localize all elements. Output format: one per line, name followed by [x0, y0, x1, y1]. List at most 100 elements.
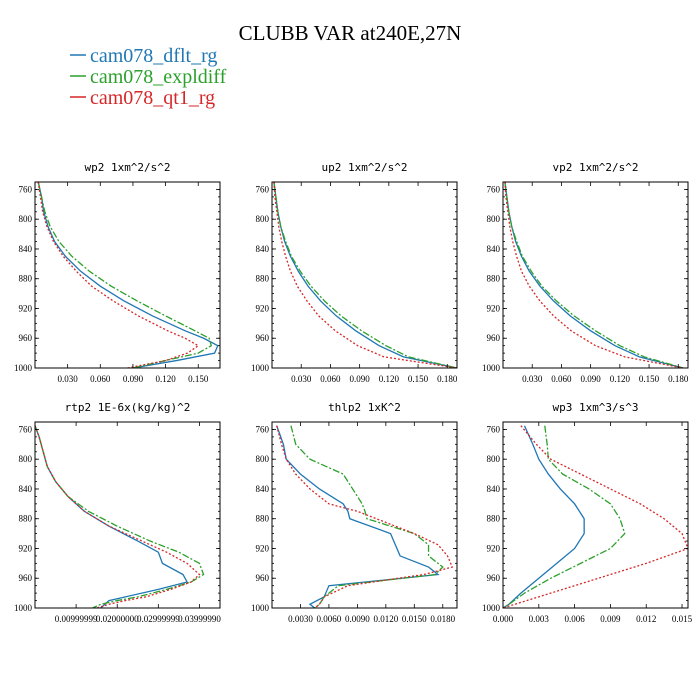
- y-tick-label: 760: [19, 184, 33, 194]
- x-tick-label: 0.0060: [317, 614, 342, 624]
- y-tick-label: 920: [487, 303, 501, 313]
- panel-frame: [271, 421, 458, 609]
- y-tick-label: 880: [256, 274, 270, 284]
- panel-title: vp2 1xm^2/s^2: [552, 161, 638, 174]
- series-line-cam078_dflt_rg: [35, 425, 189, 608]
- y-tick-label: 840: [487, 484, 501, 494]
- figure-title: CLUBB VAR at240E,27N: [239, 21, 462, 45]
- y-tick-label: 920: [19, 543, 33, 553]
- panel-title: up2 1xm^2/s^2: [321, 161, 407, 174]
- series-line-cam078_dflt_rg: [504, 182, 684, 368]
- x-tick-label: 0.000: [493, 614, 514, 624]
- series-line-cam078_expldiff: [503, 425, 626, 608]
- y-tick-label: 800: [256, 454, 270, 464]
- series-line-cam078_qt1_rg: [273, 182, 457, 368]
- x-tick-label: 0.02999999: [137, 614, 180, 624]
- x-tick-label: 0.090: [123, 374, 144, 384]
- x-tick-label: 0.120: [379, 374, 400, 384]
- panels: wp2 1xm^2/s^2 760 800 840 880 920 960 1000 0.030…: [14, 161, 693, 624]
- panel-4: rtp2 1E-6x(kg/kg)^2 760 800 840 880 920 960 100…: [14, 401, 221, 624]
- x-tick-label: 0.150: [639, 374, 660, 384]
- panel-frame: [271, 181, 458, 369]
- x-tick-label: 0.00999999: [55, 614, 98, 624]
- x-tick-label: 0.060: [551, 374, 572, 384]
- series-line-cam078_dflt_rg: [37, 182, 219, 368]
- y-tick-label: 880: [256, 514, 270, 524]
- y-tick-label: 760: [487, 424, 501, 434]
- y-tick-label: 960: [256, 333, 270, 343]
- series-line-cam078_expldiff: [35, 425, 205, 608]
- y-tick-label: 920: [256, 303, 270, 313]
- x-tick-label: 0.003: [529, 614, 550, 624]
- x-tick-label: 0.150: [188, 374, 209, 384]
- x-tick-label: 0.02000000: [96, 614, 139, 624]
- y-tick-label: 960: [487, 333, 501, 343]
- legend: cam078_dflt_rg cam078_expldiff cam078_qt…: [70, 45, 227, 109]
- panel-1: wp2 1xm^2/s^2 760 800 840 880 920 960 1000 0.030…: [14, 161, 221, 384]
- panel-title: thlp2 1xK^2: [328, 401, 401, 414]
- y-tick-label: 920: [19, 303, 33, 313]
- series-line-cam078_qt1_rg: [276, 425, 454, 608]
- series-line-cam078_expldiff: [290, 425, 444, 608]
- y-tick-label: 840: [256, 244, 270, 254]
- x-tick-label: 0.030: [522, 374, 543, 384]
- panel-title: wp3 1xm^3/s^3: [552, 401, 638, 414]
- panel-frame: [34, 421, 221, 609]
- panel-6: wp3 1xm^3/s^3 760 800 840 880 920 960 10000.000…: [482, 401, 693, 624]
- x-tick-label: 0.120: [610, 374, 631, 384]
- y-tick-label: 760: [487, 184, 501, 194]
- panel-2: up2 1xm^2/s^2 760 800 840 880 920 960 1000 0.030…: [251, 161, 458, 384]
- x-tick-label: 0.0120: [373, 614, 398, 624]
- x-tick-label: 0.030: [58, 374, 79, 384]
- series-line-cam078_dflt_rg: [503, 425, 585, 608]
- y-tick-label: 800: [487, 214, 501, 224]
- y-tick-label: 1000: [482, 603, 501, 613]
- x-tick-label: 0.006: [564, 614, 585, 624]
- y-tick-label: 1000: [482, 363, 501, 373]
- y-tick-label: 840: [256, 484, 270, 494]
- y-tick-label: 760: [256, 424, 270, 434]
- y-tick-label: 1000: [14, 363, 33, 373]
- x-tick-label: 0.0090: [345, 614, 370, 624]
- series-line-cam078_dflt_rg: [273, 182, 457, 368]
- x-tick-label: 0.150: [408, 374, 429, 384]
- legend-item-dflt: cam078_dflt_rg: [70, 45, 217, 67]
- y-tick-label: 960: [256, 573, 270, 583]
- series-line-cam078_dflt_rg: [276, 425, 440, 608]
- y-tick-label: 880: [487, 514, 501, 524]
- y-tick-label: 760: [256, 184, 270, 194]
- y-tick-label: 1000: [251, 603, 270, 613]
- y-tick-label: 880: [19, 274, 33, 284]
- y-tick-label: 920: [256, 543, 270, 553]
- legend-label-qt1: cam078_qt1_rg: [90, 87, 215, 109]
- x-tick-label: 0.0150: [402, 614, 427, 624]
- y-tick-label: 800: [256, 214, 270, 224]
- y-tick-label: 920: [487, 543, 501, 553]
- series-line-cam078_qt1_rg: [37, 182, 200, 368]
- y-tick-label: 760: [19, 424, 33, 434]
- x-tick-label: 0.0030: [288, 614, 313, 624]
- y-tick-label: 800: [19, 454, 33, 464]
- x-tick-label: 0.03999990: [178, 614, 221, 624]
- y-tick-label: 840: [19, 484, 33, 494]
- series-line-cam078_qt1_rg: [503, 425, 688, 608]
- series-line-cam078_expldiff: [37, 182, 213, 368]
- x-tick-label: 0.120: [155, 374, 176, 384]
- y-tick-label: 1000: [251, 363, 270, 373]
- series-line-cam078_qt1_rg: [504, 182, 684, 368]
- panel-title: rtp2 1E-6x(kg/kg)^2: [65, 401, 191, 414]
- y-tick-label: 880: [487, 274, 501, 284]
- y-tick-label: 960: [19, 573, 33, 583]
- x-tick-label: 0.090: [581, 374, 602, 384]
- legend-item-qt1: cam078_qt1_rg: [70, 87, 215, 109]
- x-tick-label: 0.060: [320, 374, 341, 384]
- legend-label-dflt: cam078_dflt_rg: [90, 45, 217, 67]
- x-tick-label: 0.0180: [430, 614, 455, 624]
- x-tick-label: 0.015: [672, 614, 693, 624]
- y-tick-label: 1000: [14, 603, 33, 613]
- legend-item-expldiff: cam078_expldiff: [70, 66, 227, 88]
- y-tick-label: 800: [19, 214, 33, 224]
- x-tick-label: 0.090: [350, 374, 371, 384]
- panel-3: vp2 1xm^2/s^2 760 800 840 880 920 960 1000 0.030…: [482, 161, 689, 384]
